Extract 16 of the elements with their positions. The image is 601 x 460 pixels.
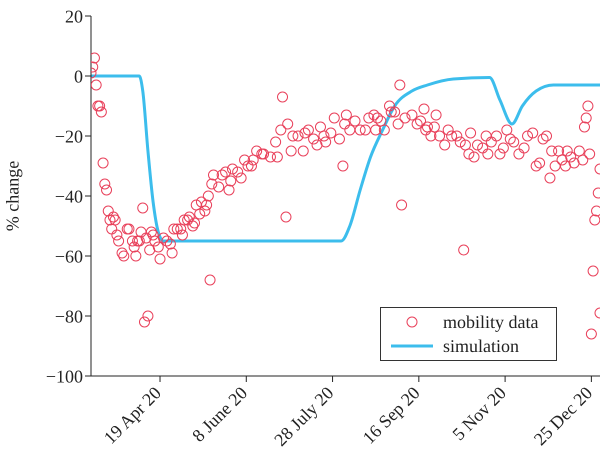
y-tick-label: −60 — [54, 246, 83, 266]
y-tick-label: −20 — [54, 126, 83, 146]
y-tick-label: −100 — [46, 366, 83, 386]
y-tick-label: 20 — [65, 6, 83, 26]
y-tick-label: −80 — [54, 306, 83, 326]
legend-label: simulation — [443, 336, 519, 356]
x-tick-label: 5 Nov 20 — [448, 382, 510, 444]
x-tick-label: 28 July 20 — [270, 382, 338, 450]
y-tick-label: −40 — [54, 186, 83, 206]
x-tick-label: 25 Dec 20 — [530, 382, 596, 450]
x-tick-label: 19 Apr 20 — [100, 382, 165, 448]
y-axis-title: % change — [2, 160, 22, 232]
x-tick-label: 8 June 20 — [188, 382, 252, 446]
y-tick-label: 0 — [74, 66, 83, 86]
x-tick-label: 16 Sep 20 — [358, 382, 424, 448]
legend-label: mobility data — [443, 312, 538, 332]
